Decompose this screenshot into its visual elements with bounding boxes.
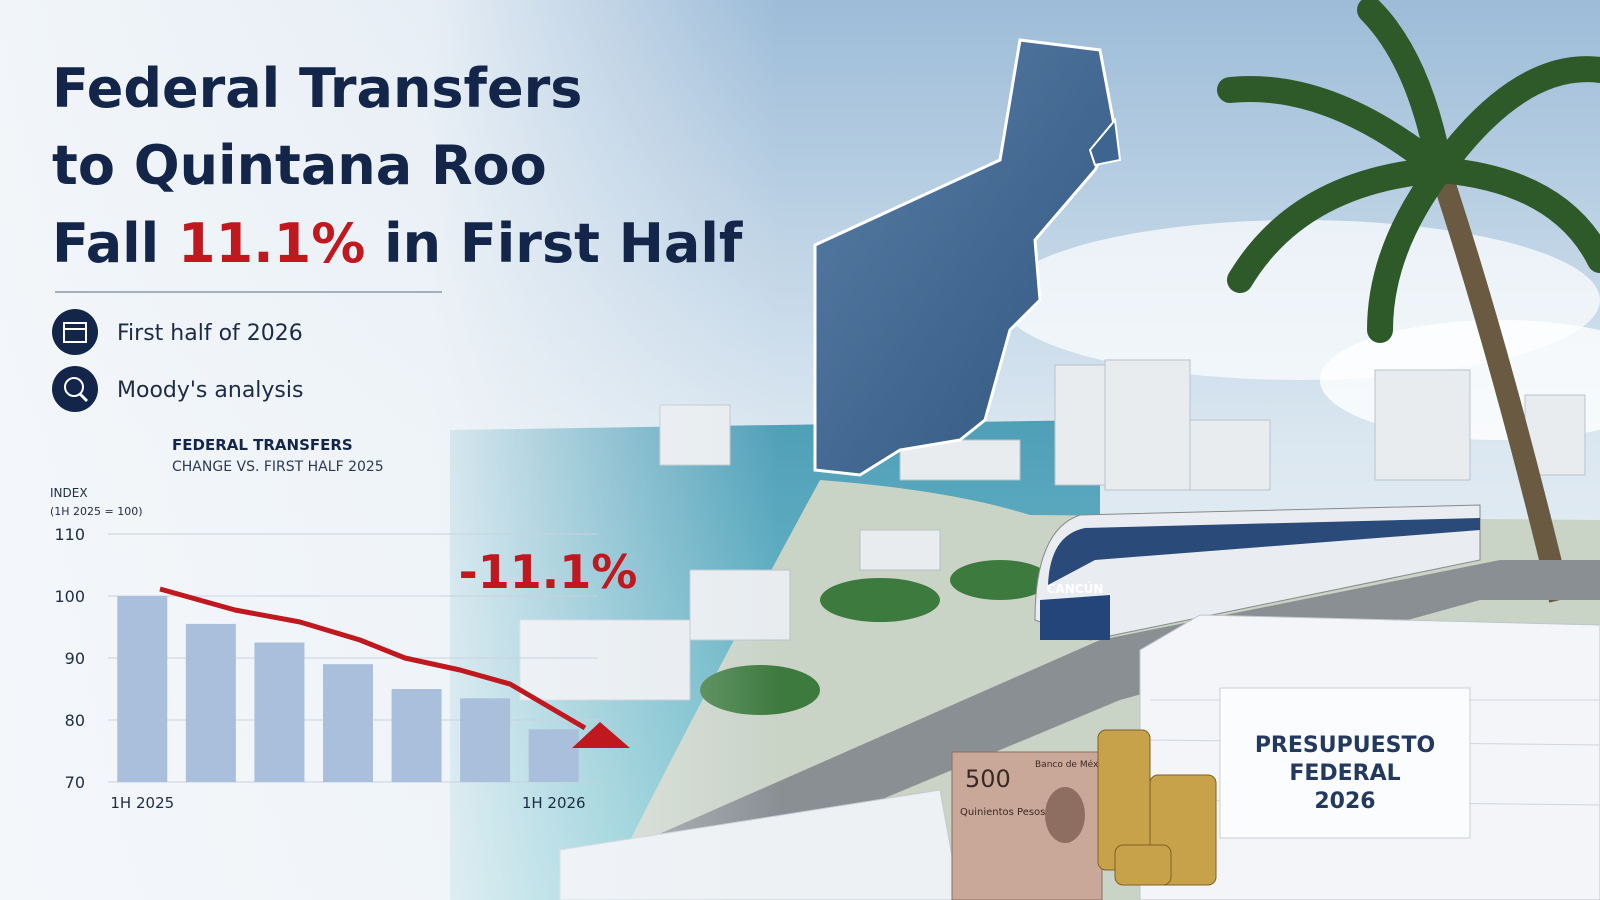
y-tick-label: 70 bbox=[65, 773, 85, 792]
headline-line: to Quintana Roo bbox=[52, 134, 547, 197]
meta-item: Moody's analysis bbox=[52, 366, 303, 412]
island bbox=[1088, 117, 1122, 167]
y-tick-label: 90 bbox=[65, 649, 85, 668]
headline-line: Federal Transfers bbox=[52, 57, 582, 120]
trend-arrow bbox=[159, 586, 587, 731]
headline-highlight: 11.1% bbox=[178, 212, 365, 275]
bar bbox=[391, 689, 442, 782]
y-axis-title: INDEX bbox=[50, 486, 88, 500]
banknote: 500 Banco de México Quinientos Pesos bbox=[951, 751, 1112, 900]
annotation: -11.1% bbox=[459, 545, 638, 599]
budget-documents: PRESUPUESTO FEDERAL 2026 bbox=[1139, 614, 1600, 900]
banknote-value: 500 bbox=[965, 765, 1011, 793]
bar bbox=[254, 642, 305, 782]
train: CANCÚN bbox=[1034, 504, 1481, 641]
coins bbox=[1097, 729, 1217, 886]
x-tick-label: 1H 2026 bbox=[522, 794, 586, 812]
headline-line: Fall 11.1% in First Half bbox=[52, 212, 743, 275]
y-tick-label: 110 bbox=[54, 525, 85, 544]
budget-label: FEDERAL bbox=[1289, 761, 1400, 786]
calendar-icon bbox=[52, 309, 98, 355]
y-tick-label: 100 bbox=[54, 587, 85, 606]
headline-text: Fall bbox=[52, 212, 159, 275]
banknote-words: Quinientos Pesos bbox=[960, 807, 1045, 818]
budget-label: PRESUPUESTO bbox=[1255, 733, 1435, 758]
headline-text: in First Half bbox=[384, 212, 743, 275]
train-sign: CANCÚN bbox=[1047, 581, 1104, 596]
budget-label: 2026 bbox=[1314, 789, 1375, 814]
bar bbox=[117, 596, 168, 782]
meta-text: First half of 2026 bbox=[117, 321, 303, 346]
headline: Federal Transfers to Quintana Roo Fall 1… bbox=[52, 57, 743, 275]
y-axis-note: (1H 2025 = 100) bbox=[50, 505, 143, 518]
bar bbox=[460, 698, 511, 782]
meta-item: First half of 2026 bbox=[52, 309, 303, 355]
palm-tree bbox=[1217, 0, 1600, 603]
chart-title: FEDERAL TRANSFERS bbox=[172, 436, 353, 454]
analysis-icon bbox=[52, 366, 98, 412]
x-tick-label: 1H 2025 bbox=[110, 794, 174, 812]
chart: FEDERAL TRANSFERS CHANGE VS. FIRST HALF … bbox=[50, 436, 637, 812]
bar bbox=[185, 623, 236, 782]
banknote-bank: Banco de México bbox=[1035, 759, 1112, 770]
chart-subtitle: CHANGE VS. FIRST HALF 2025 bbox=[172, 459, 384, 475]
bar bbox=[528, 729, 579, 782]
y-tick-label: 80 bbox=[65, 711, 85, 730]
meta-text: Moody's analysis bbox=[117, 378, 303, 403]
trend-arrowhead bbox=[572, 722, 630, 748]
bar bbox=[323, 664, 373, 782]
